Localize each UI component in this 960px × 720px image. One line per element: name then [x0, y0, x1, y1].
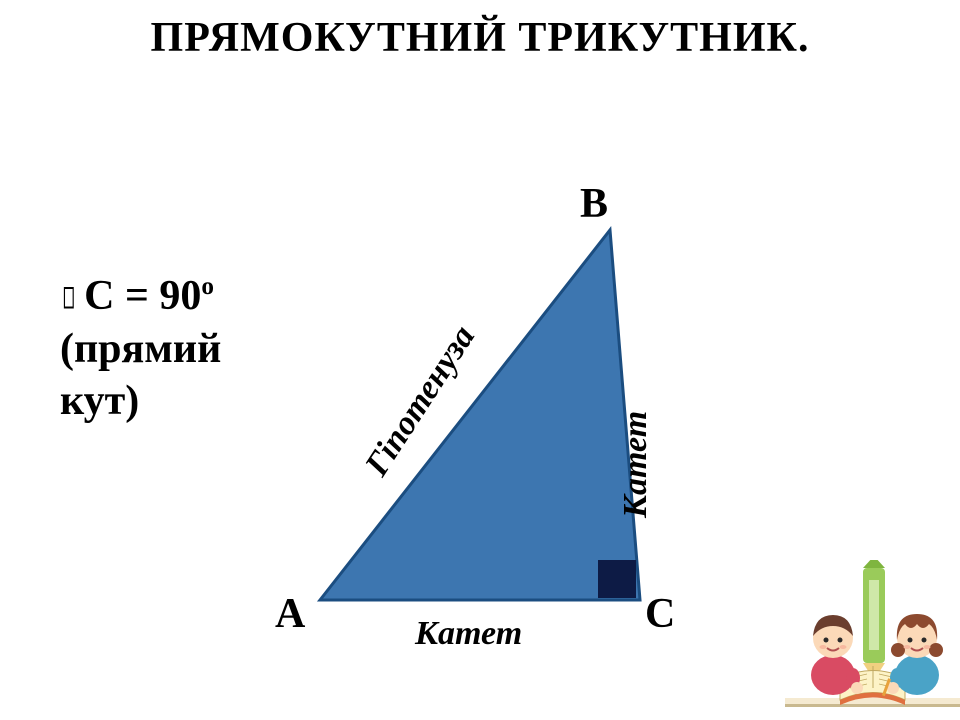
kids-illustration [785, 560, 960, 710]
formula-line3: кут) [60, 378, 139, 424]
triangle-diagram: А В С Гіпотенуза Катет Катет [290, 220, 710, 650]
slide: { "title": "ПРЯМОКУТНИЙ ТРИКУТНИК.", "fo… [0, 0, 960, 720]
formula-degree: о [201, 273, 214, 300]
leg-ac-label: Катет [415, 615, 522, 653]
triangle-shape [320, 230, 640, 600]
formula-c-equals: С = 90 [84, 273, 201, 319]
page-title: ПРЯМОКУТНИЙ ТРИКУТНИК. [0, 14, 960, 62]
angle-formula: ⎕ С = 90о (прямий кут) [60, 270, 221, 428]
formula-line2: (прямий [60, 326, 221, 372]
right-angle-marker [598, 560, 636, 598]
leg-bc-label: Катет [617, 411, 655, 518]
vertex-c-label: С [645, 590, 675, 638]
vertex-a-label: А [275, 590, 305, 638]
vertex-b-label: В [580, 180, 608, 228]
